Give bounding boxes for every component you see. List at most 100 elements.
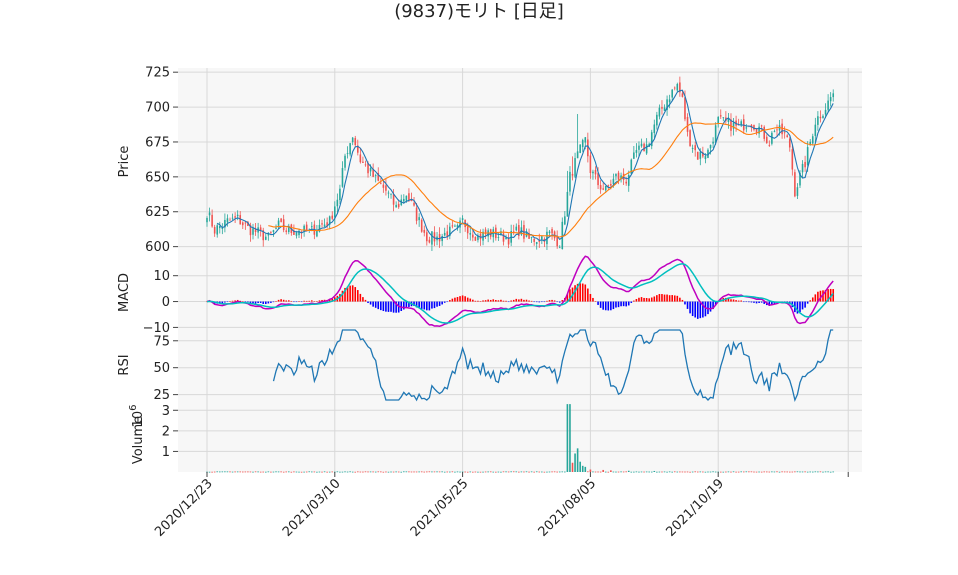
candle-body (819, 116, 822, 119)
volume-bar (303, 471, 305, 473)
volume-bar (635, 471, 638, 473)
macd-hist-bar (272, 301, 275, 303)
candle-body (822, 115, 824, 118)
macd-hist-bar (474, 300, 477, 302)
candle-body (796, 187, 799, 196)
volume-bar (326, 471, 328, 473)
candle-body (226, 218, 229, 223)
volume-bar (691, 471, 694, 473)
candle-body (408, 193, 410, 201)
volume-bar (551, 471, 553, 473)
candle-body (760, 125, 763, 127)
volume-bar (236, 471, 239, 473)
macd-hist-bar (482, 300, 484, 302)
candle-body (558, 247, 561, 249)
volume-bar (277, 471, 280, 473)
candle-body (438, 234, 441, 242)
candle-body (794, 172, 796, 197)
macd-hist-bar (387, 301, 390, 312)
macd-hist-bar (538, 301, 541, 303)
volume-bar (226, 471, 229, 473)
candle-body (773, 131, 776, 133)
macd-hist-bar (763, 301, 766, 304)
macd-hist-bar (512, 299, 515, 302)
candle-body (449, 226, 451, 237)
volume-multiplier: 106 (128, 405, 146, 428)
macd-hist-bar (523, 299, 525, 302)
volume-bar (426, 471, 428, 473)
macd-hist-bar (811, 297, 814, 302)
volume-bar (714, 471, 717, 473)
macd-hist-bar (231, 300, 234, 302)
candle-body (213, 226, 216, 234)
volume-bar (809, 471, 812, 473)
volume-bar (528, 471, 530, 473)
volume-bar (349, 471, 351, 473)
macd-hist-bar (259, 301, 262, 303)
candle-body (461, 218, 464, 220)
macd-hist-bar (346, 286, 349, 302)
macd-hist-bar (293, 301, 295, 303)
ma-slow-line (268, 122, 834, 238)
candle-body (612, 178, 615, 185)
candle-body (788, 138, 791, 148)
macd-hist-bar (525, 299, 528, 302)
candle-body (321, 223, 323, 225)
candle-body (811, 136, 814, 144)
volume-bar (339, 471, 341, 473)
candle-body (533, 238, 535, 242)
candle-body (229, 219, 231, 221)
volume-bar (650, 471, 653, 473)
macd-hist-bar (824, 289, 827, 302)
volume-bar (213, 471, 216, 473)
volume-bar (791, 471, 794, 473)
macd-hist-bar (630, 301, 633, 303)
candle-body (206, 218, 208, 223)
candle-body (374, 175, 377, 176)
candle-body (472, 234, 474, 238)
candle-body (758, 126, 760, 134)
macd-hist-bar (604, 301, 607, 311)
candle-body (615, 173, 617, 177)
macd-hist-bar (673, 295, 676, 302)
candle-body (763, 126, 766, 139)
macd-hist-bar (587, 288, 589, 302)
candle-body (390, 193, 392, 195)
volume-bar (556, 471, 558, 473)
candle-body (431, 231, 433, 245)
volume-bar (589, 469, 592, 472)
candle-body (814, 124, 817, 136)
candle-body (241, 222, 244, 226)
volume-bar (566, 404, 569, 472)
candle-body (410, 199, 413, 202)
volume-bar (704, 471, 707, 473)
macd-hist-bar (441, 301, 443, 305)
macd-hist-bar (666, 294, 668, 302)
macd-hist-bar (280, 299, 282, 302)
candle-body (377, 172, 380, 181)
candle-body (730, 119, 732, 131)
volume-bar (500, 471, 502, 473)
candle-body (515, 226, 518, 231)
candle-body (346, 153, 349, 154)
volume-bar (719, 471, 722, 473)
volume-bar (558, 471, 561, 473)
volume-bar (543, 471, 546, 473)
macd-hist-bar (505, 300, 507, 302)
candle-body (650, 132, 653, 147)
volume-multiplier-exp: 6 (128, 405, 139, 411)
macd-hist-bar (745, 301, 748, 303)
y-axis-label-volume: Volume (131, 416, 146, 464)
candle-body (625, 181, 627, 184)
volume-multiplier-base: 10 (131, 411, 146, 428)
candle-body (362, 161, 364, 163)
macd-hist-bar (229, 301, 231, 302)
volume-bar (295, 471, 298, 473)
candle-body (661, 106, 663, 109)
candle-body (714, 125, 717, 144)
candle-body (264, 236, 267, 240)
candle-body (722, 117, 725, 119)
candle-body (765, 136, 768, 144)
y-axis-label-rsi: RSI (117, 354, 132, 375)
volume-bar (477, 471, 479, 473)
